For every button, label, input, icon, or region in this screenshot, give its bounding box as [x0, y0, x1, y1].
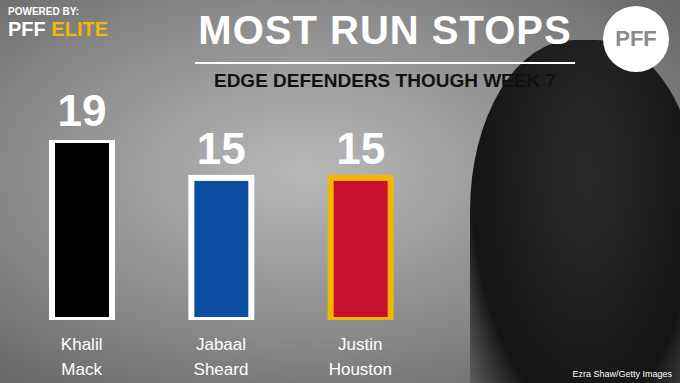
html-text:Ezra Shaw/Getty Images: Ezra Shaw/Getty Images: [572, 369, 672, 379]
svg-text:19: 19: [58, 86, 107, 135]
svg-text:15: 15: [336, 124, 385, 173]
svg-text:JabaalSheard: JabaalSheard: [194, 335, 249, 379]
svg-text:15: 15: [197, 124, 246, 173]
html-text:EDGE DEFENDERS THOUGH WEEK 7: EDGE DEFENDERS THOUGH WEEK 7: [214, 70, 556, 91]
html-text:MOST RUN STOPS: MOST RUN STOPS: [198, 8, 572, 52]
html-text:PFF ELITE: PFF ELITE: [8, 18, 108, 40]
svg-text:KhalilMack: KhalilMack: [61, 335, 103, 379]
html-text:POWERED BY:: POWERED BY:: [8, 6, 79, 17]
svg-text:JustinHouston: JustinHouston: [329, 335, 392, 379]
html-text:PFF: PFF: [615, 26, 657, 51]
